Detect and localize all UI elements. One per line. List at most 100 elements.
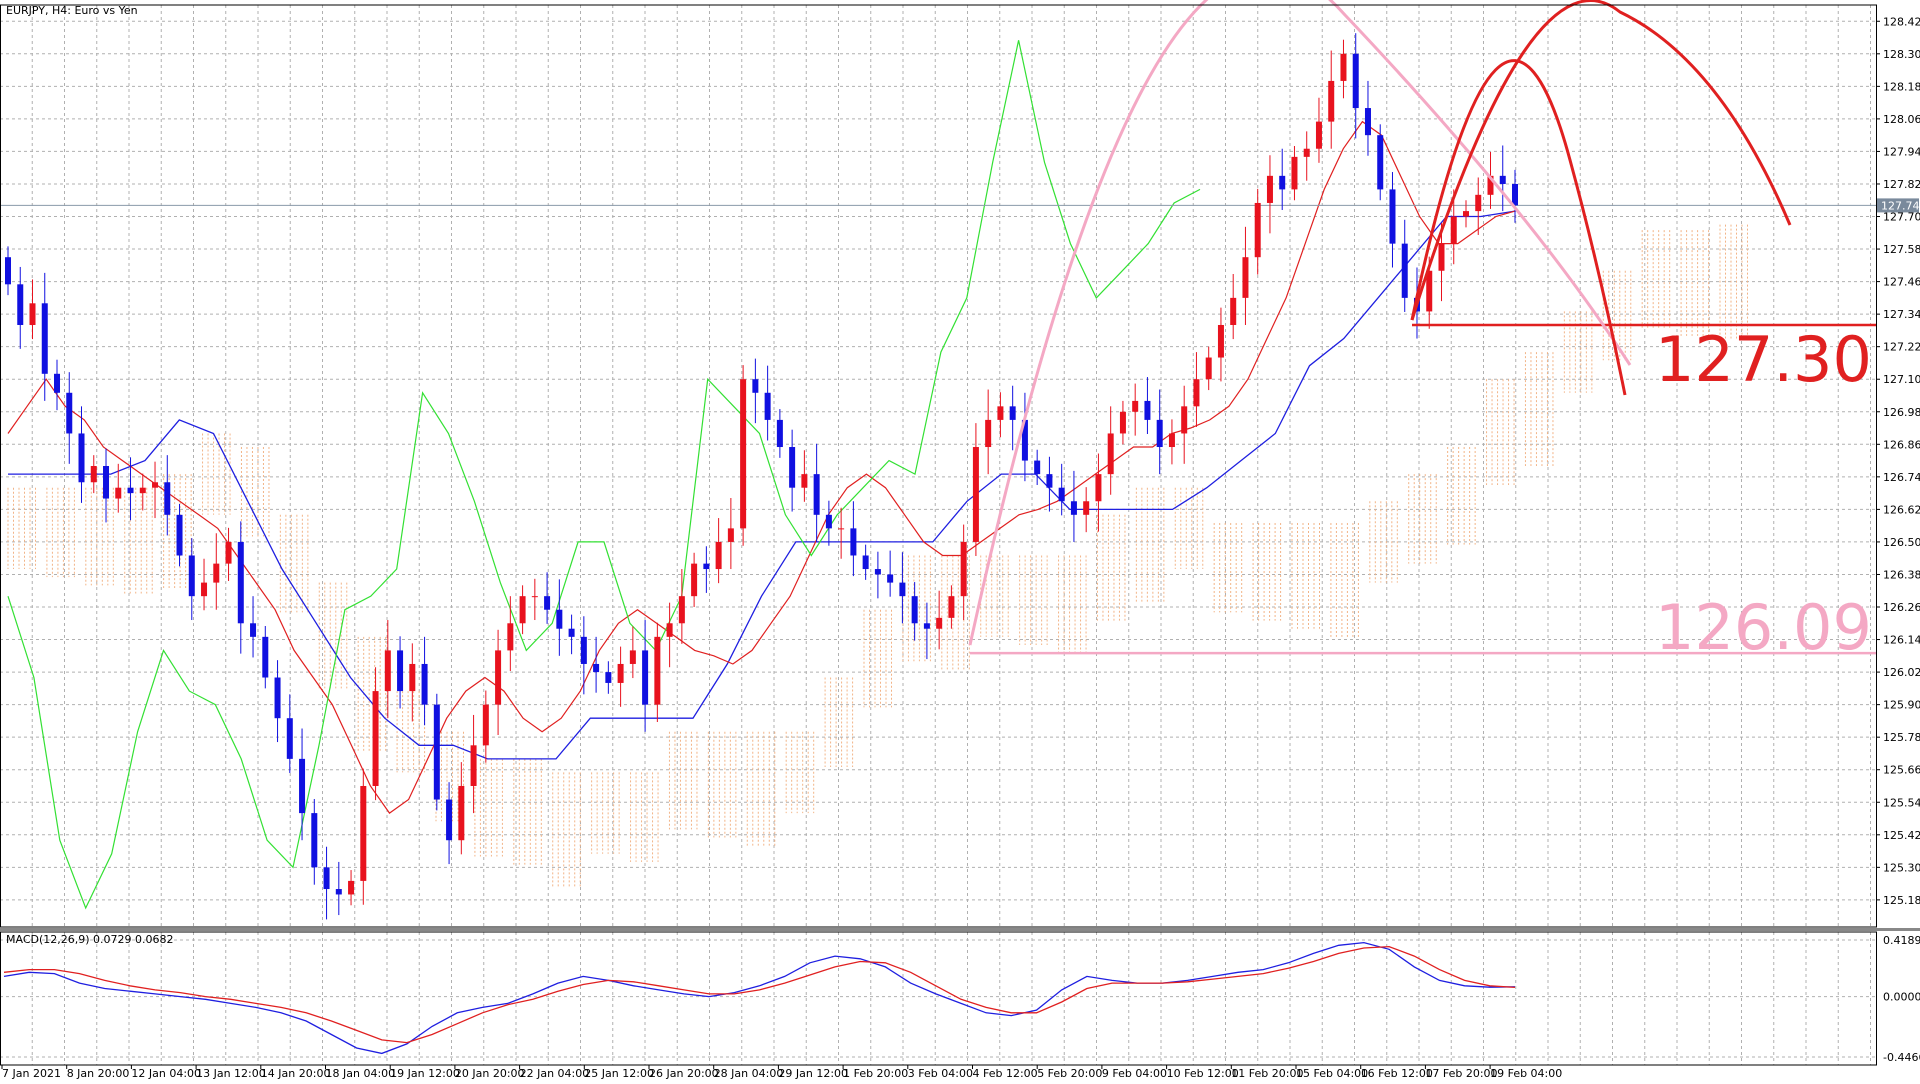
candle-body[interactable] [29,303,36,325]
candle-body[interactable] [421,663,428,705]
candle-body[interactable] [323,867,330,890]
candle-body[interactable] [605,672,612,683]
candle-body[interactable] [286,718,293,759]
candle-body[interactable] [1144,400,1151,420]
candle-body[interactable] [519,596,526,624]
candle-body[interactable] [299,758,306,814]
candle-body[interactable] [164,482,171,515]
candle-body[interactable] [1156,419,1163,448]
candle-body[interactable] [1438,243,1445,271]
candle-body[interactable] [911,596,918,624]
candle-body[interactable] [237,541,244,624]
candle-body[interactable] [862,555,869,570]
candle-body[interactable] [789,447,796,488]
candle-body[interactable] [752,379,759,393]
candle-body[interactable] [372,691,379,786]
candle-body[interactable] [1279,175,1286,190]
candle-body[interactable] [1389,189,1396,244]
candle-body[interactable] [764,392,771,420]
candle-body[interactable] [1303,148,1310,157]
candle-body[interactable] [1462,211,1469,217]
candle-body[interactable] [1168,433,1175,448]
candle-body[interactable] [54,373,61,393]
candle-body[interactable] [250,623,257,637]
candle-body[interactable] [507,623,514,651]
candle-body[interactable] [213,563,220,583]
candle-body[interactable] [960,541,967,597]
candle-body[interactable] [997,406,1004,420]
candle-body[interactable] [1058,487,1065,502]
candle-body[interactable] [1132,400,1139,412]
candle-body[interactable] [1119,411,1126,434]
candle-body[interactable] [899,582,906,597]
candle-body[interactable] [825,514,832,529]
candle-body[interactable] [593,663,600,673]
candle-body[interactable] [531,596,538,598]
candle-body[interactable] [1450,216,1457,244]
candles[interactable] [5,33,1518,920]
candle-body[interactable] [1254,202,1261,258]
candle-body[interactable] [433,704,440,800]
candle-body[interactable] [580,636,587,664]
candle-body[interactable] [470,745,477,786]
candle-body[interactable] [1242,257,1249,298]
candle-body[interactable] [1230,297,1237,325]
candle-body[interactable] [397,650,404,692]
candle-body[interactable] [1034,460,1041,475]
candle-body[interactable] [1475,194,1482,212]
candle-body[interactable] [78,433,85,483]
candle-body[interactable] [1217,324,1224,358]
candle-body[interactable] [1095,474,1102,502]
candle-body[interactable] [691,563,698,597]
candle-body[interactable] [850,528,857,556]
candle-body[interactable] [801,474,808,488]
candle-body[interactable] [923,623,930,629]
candle-body[interactable] [1352,53,1359,109]
candle-body[interactable] [715,541,722,570]
candle-body[interactable] [654,636,661,705]
candle-body[interactable] [495,650,502,705]
candle-body[interactable] [66,392,73,434]
candle-body[interactable] [838,528,845,530]
candle-body[interactable] [127,487,134,494]
candle-body[interactable] [188,555,195,597]
candle-body[interactable] [568,628,575,637]
candle-body[interactable] [1487,175,1494,195]
candle-body[interactable] [1046,474,1053,488]
candle-body[interactable] [458,785,465,841]
candle-body[interactable] [1083,501,1090,515]
candle-body[interactable] [17,284,24,325]
candle-body[interactable] [887,574,894,583]
candle-body[interactable] [1426,270,1433,312]
candle-body[interactable] [1364,108,1371,136]
candle-body[interactable] [1340,53,1347,81]
candle-body[interactable] [482,704,489,746]
candle-body[interactable] [1205,357,1212,380]
candle-body[interactable] [1328,80,1335,122]
candle-body[interactable] [335,889,342,895]
candle-body[interactable] [90,466,97,483]
candle-body[interactable] [176,514,183,556]
candle-body[interactable] [115,487,122,499]
candle-body[interactable] [225,541,232,564]
candle-body[interactable] [740,379,747,529]
candle-body[interactable] [360,785,367,881]
candle-body[interactable] [1181,406,1188,434]
candle-body[interactable] [311,813,318,868]
candle-body[interactable] [874,569,881,575]
candle-body[interactable] [666,623,673,637]
candle-body[interactable] [678,596,685,624]
candle-body[interactable] [1512,183,1518,206]
candle-body[interactable] [446,799,453,841]
candle-body[interactable] [274,677,281,719]
candle-body[interactable] [139,487,146,494]
candle-body[interactable] [813,474,820,515]
candle-body[interactable] [936,617,943,629]
candle-body[interactable] [556,609,563,629]
candle-body[interactable] [201,582,208,597]
candle-body[interactable] [409,663,416,692]
candle-body[interactable] [1009,406,1016,420]
candle-body[interactable] [5,257,11,285]
candle-body[interactable] [985,419,992,448]
